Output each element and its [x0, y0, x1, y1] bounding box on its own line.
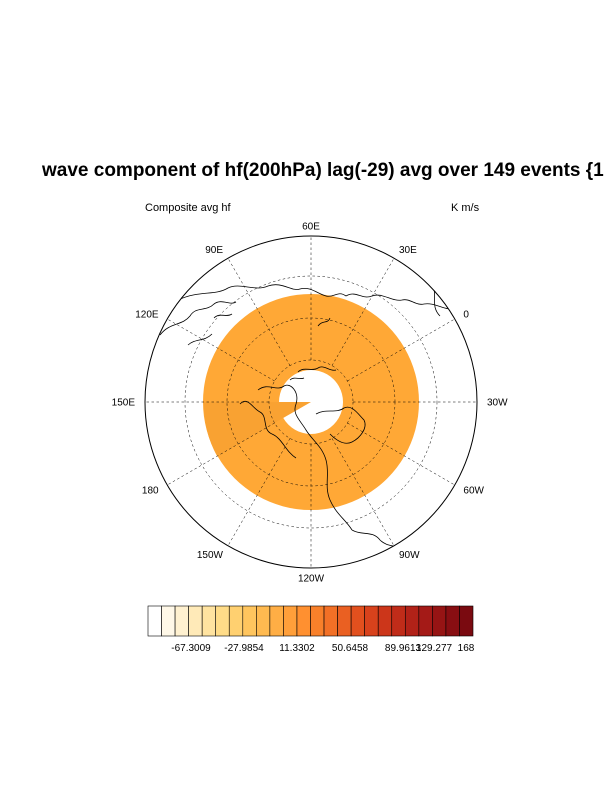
colorbar-tick-label: 168: [458, 643, 475, 654]
map-disc: [145, 236, 477, 568]
colorbar-box: [201, 605, 217, 637]
colorbar-box: [391, 605, 406, 637]
colorbar-box: [269, 605, 284, 637]
colorbar-box: [350, 605, 365, 637]
colorbar-box: [283, 605, 298, 637]
colorbar-box: [296, 605, 311, 637]
longitude-label: 60W: [463, 486, 484, 497]
colorbar-tick-label: -67.3009: [171, 643, 211, 654]
colorbar-box: [364, 605, 379, 637]
colorbar-box: [215, 605, 230, 637]
colorbar-box: [459, 605, 474, 637]
colorbar: [147, 605, 474, 637]
colorbar-tick-labels: -67.3009 -27.9854 11.3302 50.6458 89.9613129…: [171, 643, 475, 654]
colorbar-box: [228, 605, 244, 637]
colorbar-box: [323, 605, 338, 637]
meridian-line: [167, 318, 275, 382]
colorbar-tick-label: 11.3302: [279, 643, 315, 654]
longitude-label: 150E: [112, 398, 136, 409]
longitude-label: 180: [142, 486, 159, 497]
meridians: [145, 236, 477, 568]
plot-title: wave component of hf(200hPa) lag(-29) av…: [42, 160, 604, 181]
colorbar-box: [404, 605, 420, 637]
colorbar-box: [337, 605, 352, 637]
longitude-label: 90E: [205, 245, 223, 256]
longitude-label: 90W: [399, 550, 420, 561]
colorbar-tick-label: -27.9854: [224, 643, 264, 654]
colorbar-box: [161, 605, 176, 637]
colorbar-box: [188, 605, 203, 637]
longitude-label: 150W: [197, 550, 224, 561]
colorbar-box: [256, 605, 271, 637]
colorbar-box: [310, 605, 325, 637]
anomaly-ring: [202, 294, 419, 511]
colorbar-box: [242, 605, 257, 637]
colorbar-box: [418, 605, 433, 637]
longitude-label: 120W: [298, 574, 325, 585]
colorbar-box: [445, 605, 460, 637]
units-label: K m/s: [451, 202, 480, 214]
colorbar-box: [377, 605, 393, 637]
meridian-line: [227, 438, 291, 546]
anomaly-ring-west-sector: [203, 402, 311, 456]
meridian-line: [227, 258, 291, 366]
longitude-label: 0: [463, 310, 469, 321]
colorbar-box: [174, 605, 189, 637]
left-subtitle: Composite avg hf: [145, 202, 231, 214]
longitude-label: 30W: [487, 398, 508, 409]
longitude-label: 120E: [135, 310, 159, 321]
longitude-label: 30E: [399, 245, 417, 256]
colorbar-tick-label: 89.9613: [385, 643, 422, 654]
longitude-labels: 60E 30E 0 30W 60W 90W 120W 150W 180 150E 120E 90E: [112, 222, 508, 585]
colorbar-box: [147, 605, 162, 637]
meridian-line: [331, 258, 395, 366]
colorbar-box: [432, 605, 447, 637]
map-boundary: [144, 235, 478, 569]
colorbar-tick-label: 50.6458: [332, 643, 369, 654]
colorbar-tick-label: 129.277: [416, 643, 453, 654]
longitude-label: 60E: [302, 222, 320, 233]
meridian-line: [347, 318, 455, 382]
meridian-line: [347, 422, 455, 486]
meridian-line: [167, 422, 275, 486]
meridian-line: [331, 438, 395, 546]
